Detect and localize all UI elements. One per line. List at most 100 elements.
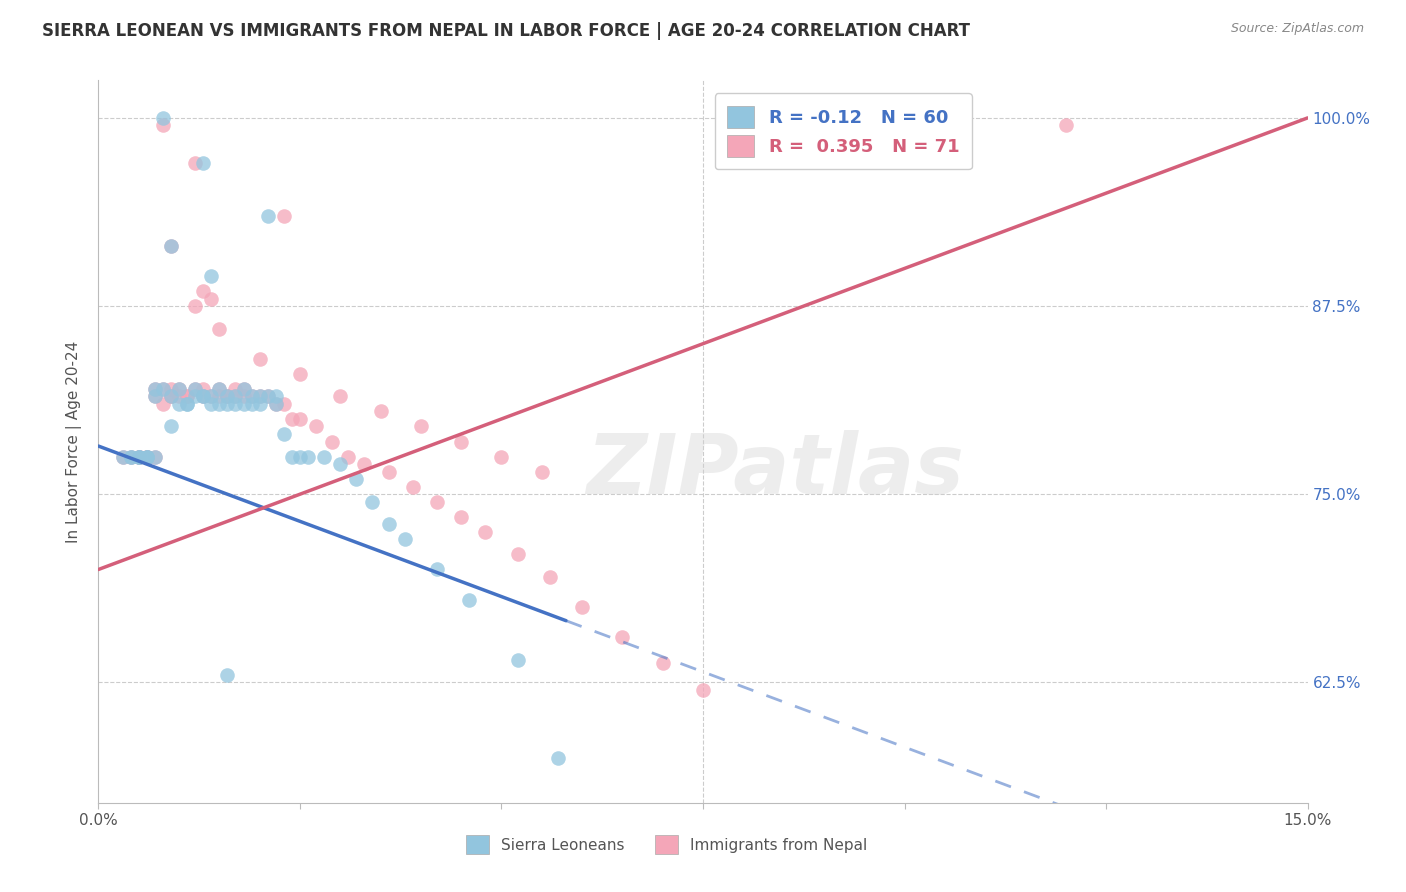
Point	[176, 389, 198, 403]
Point	[288, 450, 311, 464]
Point	[249, 351, 271, 366]
Point	[692, 682, 714, 697]
Point	[167, 382, 190, 396]
Point	[208, 397, 231, 411]
Point	[135, 450, 157, 464]
Point	[547, 750, 569, 764]
Point	[281, 450, 304, 464]
Point	[256, 209, 278, 223]
Text: SIERRA LEONEAN VS IMMIGRANTS FROM NEPAL IN LABOR FORCE | AGE 20-24 CORRELATION C: SIERRA LEONEAN VS IMMIGRANTS FROM NEPAL …	[42, 22, 970, 40]
Point	[200, 397, 222, 411]
Point	[143, 382, 166, 396]
Point	[160, 389, 183, 403]
Point	[249, 389, 271, 403]
Point	[361, 494, 384, 508]
Point	[176, 397, 198, 411]
Point	[120, 450, 142, 464]
Point	[240, 397, 263, 411]
Point	[176, 397, 198, 411]
Point	[184, 299, 207, 313]
Point	[152, 382, 174, 396]
Point	[232, 389, 254, 403]
Point	[208, 389, 231, 403]
Point	[224, 397, 246, 411]
Point	[377, 465, 399, 479]
Point	[193, 284, 215, 298]
Point	[208, 321, 231, 335]
Point	[135, 450, 157, 464]
Point	[143, 389, 166, 403]
Point	[167, 397, 190, 411]
Point	[160, 239, 183, 253]
Point	[135, 450, 157, 464]
Point	[224, 389, 246, 403]
Point	[377, 517, 399, 532]
Point	[353, 457, 375, 471]
Point	[224, 382, 246, 396]
Point	[111, 450, 134, 464]
Point	[193, 382, 215, 396]
Point	[135, 450, 157, 464]
Point	[184, 389, 207, 403]
Point	[321, 434, 343, 449]
Point	[128, 450, 150, 464]
Point	[120, 450, 142, 464]
Point	[152, 397, 174, 411]
Point	[264, 397, 287, 411]
Point	[128, 450, 150, 464]
Point	[217, 389, 239, 403]
Point	[506, 548, 529, 562]
Point	[217, 389, 239, 403]
Point	[193, 156, 215, 170]
Point	[193, 389, 215, 403]
Point	[193, 389, 215, 403]
Point	[474, 524, 496, 539]
Point	[184, 382, 207, 396]
Point	[152, 111, 174, 125]
Point	[143, 450, 166, 464]
Point	[128, 450, 150, 464]
Point	[370, 404, 392, 418]
Point	[111, 450, 134, 464]
Point	[167, 382, 190, 396]
Point	[232, 382, 254, 396]
Point	[232, 382, 254, 396]
Point	[329, 389, 352, 403]
Point	[160, 389, 183, 403]
Point	[314, 450, 336, 464]
Point	[232, 397, 254, 411]
Point	[120, 450, 142, 464]
Point	[329, 457, 352, 471]
Point	[208, 382, 231, 396]
Point	[249, 397, 271, 411]
Text: ZIPatlas: ZIPatlas	[586, 430, 965, 511]
Point	[450, 434, 472, 449]
Point	[530, 465, 553, 479]
Point	[273, 209, 295, 223]
Point	[184, 382, 207, 396]
Point	[288, 367, 311, 381]
Point	[193, 389, 215, 403]
Point	[184, 156, 207, 170]
Point	[450, 509, 472, 524]
Point	[152, 119, 174, 133]
Point	[135, 450, 157, 464]
Point	[402, 480, 425, 494]
Point	[426, 494, 449, 508]
Point	[200, 292, 222, 306]
Point	[337, 450, 360, 464]
Point	[208, 382, 231, 396]
Point	[143, 450, 166, 464]
Point	[491, 450, 513, 464]
Point	[264, 389, 287, 403]
Point	[1054, 119, 1077, 133]
Text: Source: ZipAtlas.com: Source: ZipAtlas.com	[1230, 22, 1364, 36]
Point	[217, 397, 239, 411]
Point	[344, 472, 367, 486]
Point	[538, 570, 561, 584]
Point	[160, 419, 183, 434]
Point	[394, 533, 416, 547]
Point	[273, 397, 295, 411]
Point	[200, 268, 222, 283]
Y-axis label: In Labor Force | Age 20-24: In Labor Force | Age 20-24	[66, 341, 83, 542]
